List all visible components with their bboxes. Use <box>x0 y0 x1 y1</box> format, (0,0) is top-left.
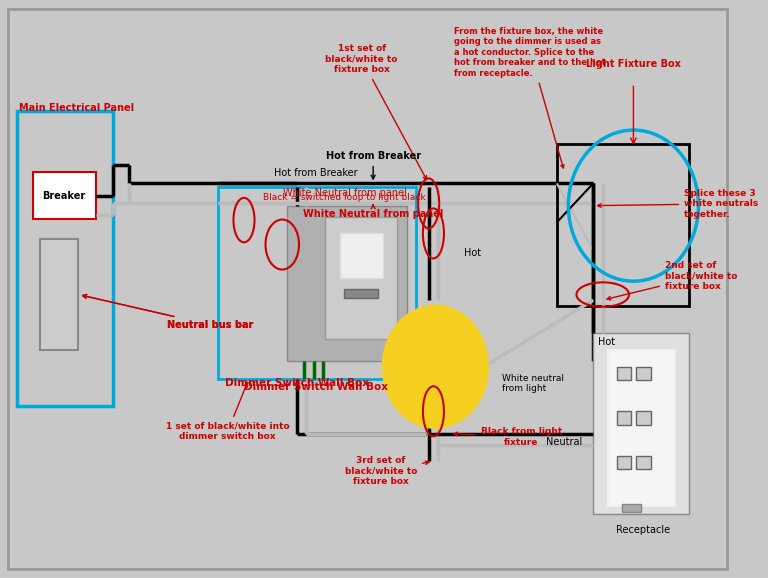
Bar <box>636 367 650 380</box>
Bar <box>34 172 96 219</box>
Bar <box>636 455 650 469</box>
Bar <box>17 111 113 406</box>
Bar <box>218 187 416 379</box>
Text: Black = switched loop to light black: Black = switched loop to light black <box>263 194 425 202</box>
Text: White Neutral from panel: White Neutral from panel <box>303 205 443 218</box>
Bar <box>617 455 631 469</box>
Bar <box>622 503 641 513</box>
Text: Dimmer Switch Wall Box: Dimmer Switch Wall Box <box>243 382 388 392</box>
Text: 1 set of black/white into
dimmer switch box: 1 set of black/white into dimmer switch … <box>166 383 290 441</box>
Text: Neutral: Neutral <box>546 438 583 447</box>
Text: Breaker: Breaker <box>42 191 86 201</box>
Text: Splice these 3
white neutrals
together.: Splice these 3 white neutrals together. <box>598 189 758 218</box>
Bar <box>557 144 689 306</box>
Bar <box>607 350 674 506</box>
Bar <box>421 395 450 423</box>
Text: White Neutral from panel: White Neutral from panel <box>283 188 406 198</box>
Bar <box>339 234 382 278</box>
Circle shape <box>382 306 488 428</box>
Text: Dimmer Switch Wall Box: Dimmer Switch Wall Box <box>224 379 369 388</box>
Text: Light Fixture Box: Light Fixture Box <box>586 60 681 69</box>
Bar <box>326 217 397 339</box>
Bar <box>593 334 689 513</box>
Bar <box>40 239 78 350</box>
Bar <box>636 412 650 425</box>
Text: 2nd set of
black/white to
fixture box: 2nd set of black/white to fixture box <box>607 261 737 300</box>
Bar <box>287 206 406 361</box>
Text: 1st set of
black/white to
fixture box: 1st set of black/white to fixture box <box>326 45 426 180</box>
Text: Hot: Hot <box>464 249 482 258</box>
Text: From the fixture box, the white
going to the dimmer is used as
a hot conductor. : From the fixture box, the white going to… <box>455 27 606 168</box>
Bar <box>617 367 631 380</box>
Text: Black from light
fixture: Black from light fixture <box>454 427 562 447</box>
Text: White neutral
from light: White neutral from light <box>502 374 564 393</box>
Text: Neutral bus bar: Neutral bus bar <box>83 295 253 330</box>
Text: Receptacle: Receptacle <box>616 525 670 535</box>
Text: Hot from Breaker: Hot from Breaker <box>274 168 358 178</box>
Text: Main Electrical Panel: Main Electrical Panel <box>19 103 134 113</box>
Bar <box>617 412 631 425</box>
Text: Hot: Hot <box>598 338 615 347</box>
Text: Hot from Breaker: Hot from Breaker <box>326 151 421 179</box>
Text: 3rd set of
black/white to
fixture box: 3rd set of black/white to fixture box <box>345 455 429 486</box>
Bar <box>345 289 378 298</box>
Text: Neutral bus bar: Neutral bus bar <box>83 295 253 330</box>
